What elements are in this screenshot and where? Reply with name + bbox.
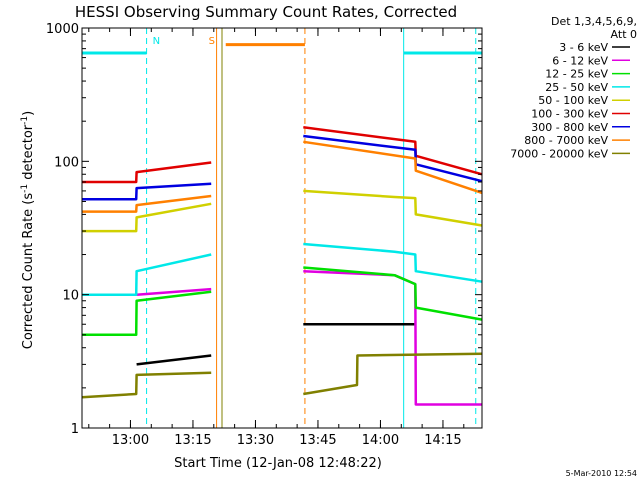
y-axis-title-part1: Corrected Count Rate (s bbox=[21, 193, 36, 350]
x-axis-title: Start Time (12-Jan-08 12:48:22) bbox=[174, 456, 382, 471]
legend-label: 300 - 800 keV bbox=[531, 121, 608, 134]
legend-label: 25 - 50 keV bbox=[545, 81, 608, 94]
mode-label: S bbox=[209, 36, 215, 47]
y-axis-title-part3: ) bbox=[21, 111, 36, 116]
legend-label: 6 - 12 keV bbox=[552, 54, 608, 67]
x-tick-label: 13:30 bbox=[237, 433, 274, 448]
x-axis: 13:00 13:15 13:30 13:45 14:00 14:15 bbox=[88, 28, 465, 448]
y-axis-title-exponent2: -1 bbox=[20, 116, 30, 125]
legend-label: 100 - 300 keV bbox=[531, 108, 608, 121]
legend-label: 800 - 7000 keV bbox=[524, 134, 608, 147]
series-line bbox=[81, 352, 483, 399]
x-tick-label: 14:00 bbox=[362, 433, 399, 448]
chart-title: HESSI Observing Summary Count Rates, Cor… bbox=[75, 3, 457, 21]
legend-label: 12 - 25 keV bbox=[545, 68, 608, 81]
series-line bbox=[82, 242, 483, 296]
mode-label: N bbox=[153, 36, 160, 47]
series-line bbox=[82, 140, 483, 213]
y-axis-title-exponent1: -1 bbox=[20, 184, 30, 193]
y-tick-label: 1000 bbox=[46, 22, 79, 37]
legend-label: 3 - 6 keV bbox=[559, 41, 608, 54]
x-tick-label: 13:45 bbox=[299, 433, 336, 448]
y-tick-label: 1 bbox=[71, 422, 79, 437]
legend-header-line1: Det 1,3,4,5,6,9, bbox=[551, 15, 637, 28]
x-tick-label: 13:00 bbox=[112, 433, 149, 448]
legend-label: 50 - 100 keV bbox=[538, 94, 608, 107]
legend-label: 7000 - 20000 keV bbox=[510, 147, 608, 160]
legend-header-line2: Att 0 bbox=[611, 28, 637, 41]
series-line bbox=[82, 189, 483, 233]
x-tick-label: 13:15 bbox=[174, 433, 211, 448]
footer-timestamp: 5-Mar-2010 12:54 bbox=[566, 469, 637, 478]
y-tick-label: 100 bbox=[54, 155, 79, 170]
series-line bbox=[136, 269, 482, 406]
series-line bbox=[82, 266, 483, 337]
y-axis-title-part2: detector bbox=[21, 124, 36, 184]
series-line bbox=[82, 134, 483, 201]
series-line bbox=[136, 322, 416, 366]
plot-frame bbox=[81, 27, 483, 429]
y-tick-label: 10 bbox=[62, 289, 79, 304]
y-axis: 1 10 100 1000 bbox=[46, 22, 482, 437]
y-axis-title: Corrected Count Rate (s-1 detector-1) bbox=[20, 111, 36, 349]
x-tick-label: 14:15 bbox=[424, 433, 461, 448]
